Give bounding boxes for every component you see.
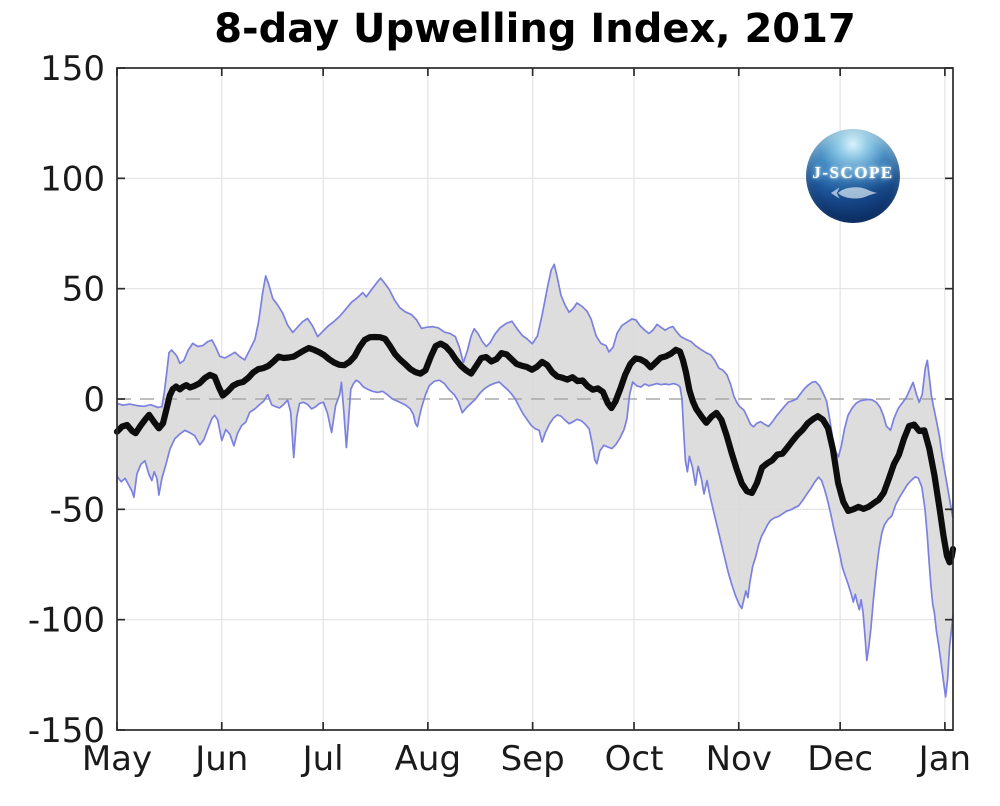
x-tick-label: Nov: [706, 739, 772, 779]
x-tick-label: Dec: [807, 739, 873, 779]
y-tick-label: -150: [28, 711, 105, 751]
y-tick-label: 100: [40, 159, 105, 199]
x-tick-label: Jul: [301, 739, 344, 779]
jscope-logo: J-SCOPE: [806, 129, 900, 223]
y-tick-label: -100: [28, 601, 105, 641]
x-tick-label: Jan: [917, 739, 971, 779]
y-tick-label: 150: [40, 49, 105, 89]
x-tick-label: Oct: [605, 739, 664, 779]
x-tick-label: Sep: [501, 739, 565, 779]
mean-line: [113, 333, 957, 566]
lower-bound-line: [116, 379, 954, 698]
fish-icon: [830, 187, 878, 199]
chart-title: 8-day Upwelling Index, 2017: [214, 6, 856, 52]
x-tick-label: May: [82, 739, 152, 779]
x-tick-label: Aug: [395, 739, 461, 779]
y-tick-label: 50: [62, 270, 105, 310]
x-tick-label: Jun: [193, 739, 248, 779]
uncertainty-band: [117, 264, 953, 697]
jscope-logo-label: J-SCOPE: [812, 163, 894, 182]
y-tick-label: 0: [83, 380, 105, 420]
y-tick-label: -50: [49, 490, 105, 530]
upper-bound-line: [116, 263, 954, 519]
